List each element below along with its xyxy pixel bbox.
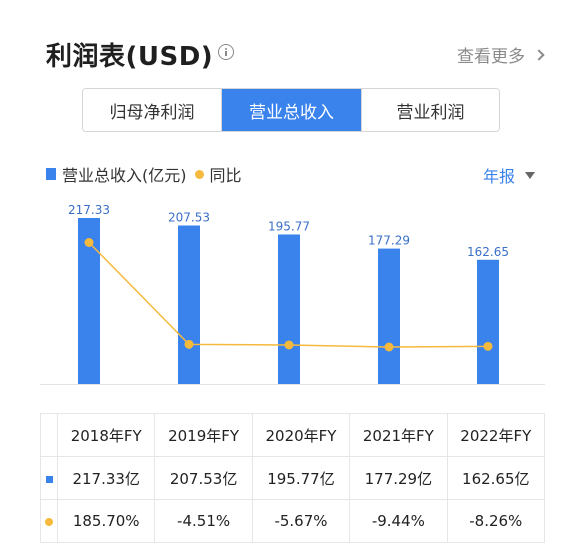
caret-down-icon <box>525 171 535 179</box>
period-selector[interactable]: 年报 <box>483 163 535 187</box>
bar-value-label: 195.77 <box>268 219 310 233</box>
table-cell: 195.77亿 <box>251 456 351 500</box>
table-cell: 207.53亿 <box>154 456 253 500</box>
yoy-point[interactable] <box>384 342 394 352</box>
table-row: 185.70% -4.51% -5.67% -9.44% -8.26% <box>40 499 546 543</box>
line-series-marker <box>45 518 53 526</box>
table-cell: 217.33亿 <box>56 456 156 500</box>
line-legend-label: 同比 <box>209 166 242 185</box>
header: 利润表(USD) 查看更多 <box>46 34 545 74</box>
tab-net-profit[interactable]: 归母净利润 <box>83 89 222 131</box>
table-header-cell: 2018年FY <box>56 413 156 457</box>
tab-total-revenue[interactable]: 营业总收入 <box>222 89 361 131</box>
metric-tabs: 归母净利润 营业总收入 营业利润 <box>82 88 500 132</box>
data-table: 2018年FY 2019年FY 2020年FY 2021年FY 2022年FY … <box>40 413 546 543</box>
bar-series-marker <box>45 476 53 483</box>
bar-legend-label: 营业总收入(亿元) <box>62 166 187 185</box>
view-more-label: 查看更多 <box>457 47 525 67</box>
table-cell: -8.26% <box>446 499 546 543</box>
table-header-cell: 2022年FY <box>446 413 546 457</box>
table-header-cell: 2019年FY <box>154 413 253 457</box>
table-header-cell: 2020年FY <box>251 413 351 457</box>
view-more-link[interactable]: 查看更多 <box>457 42 545 67</box>
revenue-chart: 217.33 207.53 195.77 177.29 162.65 <box>40 203 545 385</box>
yoy-point[interactable] <box>84 238 94 247</box>
info-circle-icon[interactable] <box>218 44 234 60</box>
table-corner <box>40 413 58 457</box>
yoy-point[interactable] <box>483 341 493 351</box>
table-cell: 162.65亿 <box>446 456 546 500</box>
line-legend-swatch <box>194 169 204 179</box>
yoy-point[interactable] <box>184 339 194 349</box>
bar-legend-swatch <box>46 168 56 180</box>
bar-value-label: 207.53 <box>168 210 210 224</box>
table-cell: 177.29亿 <box>349 456 448 500</box>
revenue-bar[interactable] <box>477 259 499 384</box>
page-title: 利润表(USD) <box>46 42 214 72</box>
table-cell: 185.70% <box>56 499 156 543</box>
table-cell: -4.51% <box>154 499 253 543</box>
table-cell: -5.67% <box>251 499 351 543</box>
table-row: 217.33亿 207.53亿 195.77亿 177.29亿 162.65亿 <box>40 456 546 500</box>
yoy-point[interactable] <box>284 340 294 350</box>
yoy-row-key <box>40 499 58 543</box>
chevron-right-icon <box>533 48 545 61</box>
chart-legend: 营业总收入(亿元) 同比 <box>46 162 242 186</box>
revenue-bar[interactable] <box>378 248 400 384</box>
revenue-bar[interactable] <box>278 234 300 384</box>
revenue-row-key <box>40 456 58 500</box>
table-header-cell: 2021年FY <box>349 413 448 457</box>
period-label: 年报 <box>482 167 515 186</box>
bar-value-label: 177.29 <box>368 234 410 248</box>
table-cell: -9.44% <box>349 499 448 543</box>
table-header-row: 2018年FY 2019年FY 2020年FY 2021年FY 2022年FY <box>40 413 546 457</box>
revenue-bar[interactable] <box>78 218 100 384</box>
bar-value-label: 162.65 <box>467 245 509 259</box>
tab-operating-profit[interactable]: 营业利润 <box>361 89 499 131</box>
bar-value-label: 217.33 <box>68 203 110 217</box>
revenue-bar[interactable] <box>178 225 200 384</box>
